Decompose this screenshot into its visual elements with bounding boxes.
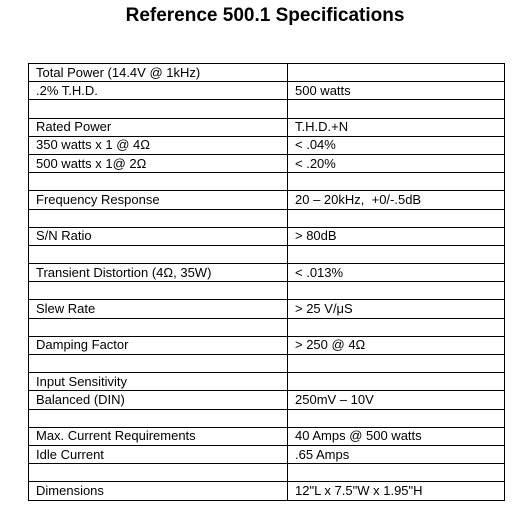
- spec-value: [287, 99, 505, 119]
- spec-row: Frequency Response 20 – 20kHz, +0/-.5dB: [28, 190, 505, 210]
- spec-value: 12"L x 7.5"W x 1.95"H: [287, 481, 505, 501]
- spec-value: 500 watts: [287, 81, 505, 101]
- spec-value: 40 Amps @ 500 watts: [287, 426, 505, 446]
- spec-value: [287, 172, 505, 192]
- spec-row: 350 watts x 1 @ 4Ω < .04%: [28, 135, 505, 155]
- spec-label: [28, 281, 288, 301]
- spec-label: Rated Power: [28, 117, 288, 137]
- spec-label: Frequency Response: [28, 190, 288, 210]
- spec-value: [287, 62, 505, 83]
- spec-label: [28, 172, 288, 192]
- spec-row: Balanced (DIN) 250mV – 10V: [28, 390, 505, 410]
- spec-label: [28, 353, 288, 374]
- spec-label: 350 watts x 1 @ 4Ω: [28, 135, 288, 155]
- spec-label: [28, 408, 288, 428]
- spec-value: [287, 208, 505, 228]
- spacer-row: [28, 281, 505, 301]
- title: Reference 500.1 Specifications: [125, 5, 405, 26]
- spec-row: Input Sensitivity: [28, 372, 505, 392]
- spec-value: [287, 281, 505, 301]
- spec-row: Transient Distortion (4Ω, 35W) < .013%: [28, 263, 505, 283]
- spec-label: .2% T.H.D.: [28, 81, 288, 101]
- spec-value: 20 – 20kHz, +0/-.5dB: [287, 190, 505, 210]
- spec-label: Dimensions: [28, 481, 288, 501]
- spec-row: Idle Current .65 Amps: [28, 444, 505, 465]
- spec-label: Damping Factor: [28, 335, 288, 356]
- spec-label: [28, 317, 288, 337]
- spec-value: [287, 372, 505, 392]
- spacer-row: [28, 317, 505, 337]
- spec-row: Slew Rate > 25 V/μS: [28, 299, 505, 319]
- spec-label: 500 watts x 1@ 2Ω: [28, 153, 288, 174]
- spec-label: S/N Ratio: [28, 226, 288, 246]
- spacer-row: [28, 244, 505, 265]
- spec-label: [28, 244, 288, 265]
- spec-label: Slew Rate: [28, 299, 288, 319]
- spec-value: > 25 V/μS: [287, 299, 505, 319]
- spec-value: < .04%: [287, 135, 505, 155]
- spec-row: Total Power (14.4V @ 1kHz): [28, 62, 505, 83]
- spec-value: 250mV – 10V: [287, 390, 505, 410]
- spacer-row: [28, 408, 505, 428]
- spec-value: < .013%: [287, 263, 505, 283]
- spec-value: > 250 @ 4Ω: [287, 335, 505, 356]
- spec-value: .65 Amps: [287, 444, 505, 465]
- spec-label: Total Power (14.4V @ 1kHz): [28, 62, 288, 83]
- spec-label: Input Sensitivity: [28, 372, 288, 392]
- spec-value: > 80dB: [287, 226, 505, 246]
- spacer-row: [28, 353, 505, 374]
- spec-row: .2% T.H.D. 500 watts: [28, 81, 505, 101]
- spacer-row: [28, 208, 505, 228]
- spec-row: Damping Factor > 250 @ 4Ω: [28, 335, 505, 356]
- spec-label: Max. Current Requirements: [28, 426, 288, 446]
- spec-value: [287, 244, 505, 265]
- spec-value: [287, 408, 505, 428]
- spec-label: Idle Current: [28, 444, 288, 465]
- spec-value: [287, 317, 505, 337]
- spec-label: Balanced (DIN): [28, 390, 288, 410]
- spec-value: < .20%: [287, 153, 505, 174]
- spec-label: [28, 208, 288, 228]
- spec-value: [287, 353, 505, 374]
- spec-label: [28, 463, 288, 483]
- spacer-row: [28, 463, 505, 483]
- spec-row: 500 watts x 1@ 2Ω < .20%: [28, 153, 505, 174]
- spec-row: Max. Current Requirements 40 Amps @ 500 w…: [28, 426, 505, 446]
- spec-label: [28, 99, 288, 119]
- spec-value: T.H.D.+N: [287, 117, 505, 137]
- spec-value: [287, 463, 505, 483]
- spacer-row: [28, 99, 505, 119]
- spec-table: Total Power (14.4V @ 1kHz) .2% T.H.D. 500 …: [28, 62, 505, 501]
- spec-row: S/N Ratio > 80dB: [28, 226, 505, 246]
- spec-label: Transient Distortion (4Ω, 35W): [28, 263, 288, 283]
- spacer-row: [28, 172, 505, 192]
- spec-row: Dimensions 12"L x 7.5"W x 1.95"H: [28, 481, 505, 501]
- spec-row: Rated Power T.H.D.+N: [28, 117, 505, 137]
